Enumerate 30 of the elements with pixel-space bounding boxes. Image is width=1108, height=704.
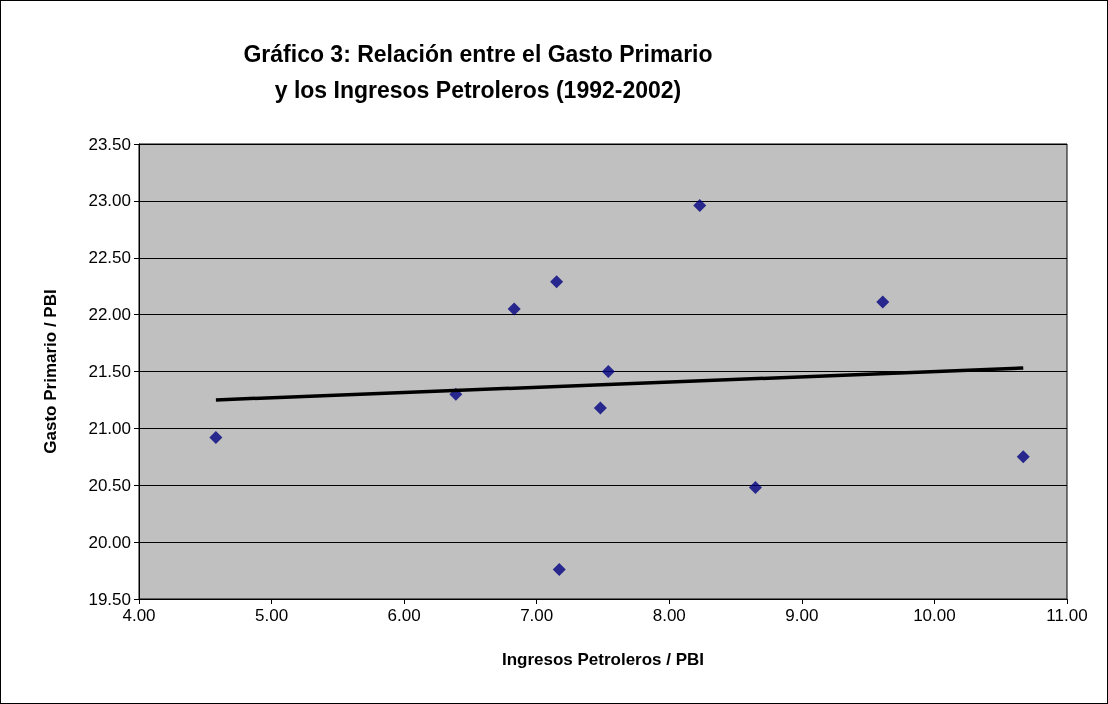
y-tick-label: 20.00 xyxy=(88,532,131,552)
x-tick-label: 7.00 xyxy=(520,606,554,625)
y-tick-label: 21.50 xyxy=(88,362,131,381)
x-tick-label: 5.00 xyxy=(255,606,289,625)
y-tick-label: 22.00 xyxy=(88,305,131,325)
y-tick-label: 23.50 xyxy=(88,134,131,154)
point xyxy=(693,198,707,212)
point xyxy=(601,365,615,378)
y-tick-label: 21.00 xyxy=(88,418,131,438)
point xyxy=(593,401,607,415)
point xyxy=(552,562,566,576)
x-tick-label: 6.00 xyxy=(387,606,421,625)
point xyxy=(507,302,521,316)
point xyxy=(876,295,890,309)
x-axis-title: Ingresos Petroleros / PBI xyxy=(501,650,705,669)
point xyxy=(748,481,762,495)
chart-title: Gráfico 3: Relación entre el Gasto Primario y los Ingresos Petroleros (1992-2002) xyxy=(243,41,713,103)
y-tick-label: 22.50 xyxy=(88,248,131,268)
x-tick-label: 9.00 xyxy=(785,606,819,625)
x-tick-label: 4.00 xyxy=(122,606,156,625)
y-axis-title: Gasto Primario / PBI xyxy=(41,289,60,454)
x-tick-label: 11.00 xyxy=(1046,606,1088,625)
y-tick-label: 20.50 xyxy=(88,475,131,495)
point xyxy=(550,275,564,289)
x-tick-label: 10.00 xyxy=(913,606,956,625)
x-tick-label: 8.00 xyxy=(652,606,686,625)
point xyxy=(1016,450,1030,464)
point xyxy=(209,430,223,444)
y-tick-label: 19.50 xyxy=(88,589,131,609)
y-tick-label: 23.00 xyxy=(88,191,131,211)
